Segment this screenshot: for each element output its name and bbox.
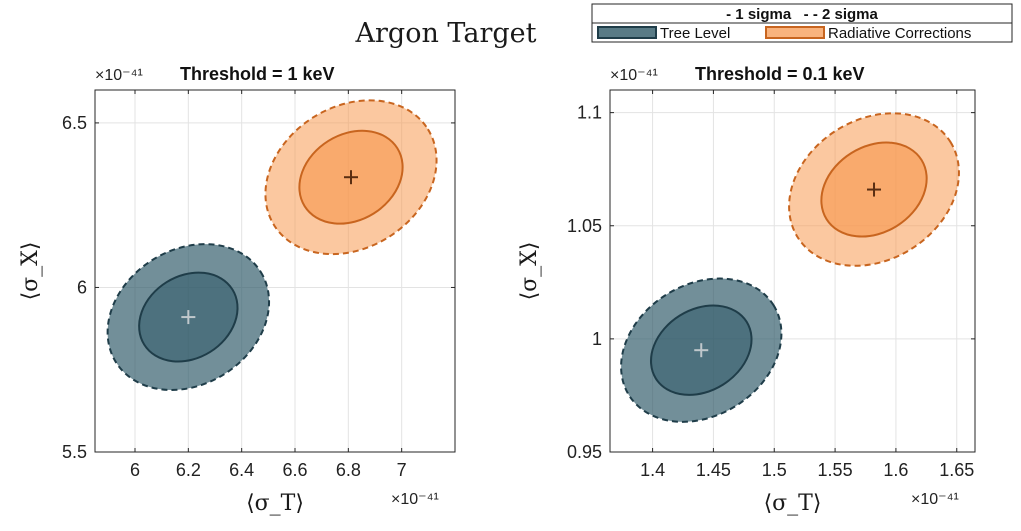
chart-0-title: Threshold = 1 keV — [180, 64, 335, 84]
chart-0-y-exponent: ×10⁻⁴¹ — [95, 67, 143, 84]
chart-1-axes-box — [609, 89, 976, 453]
chart-1-x-exponent: ×10⁻⁴¹ — [911, 491, 959, 508]
chart-0-axes-box — [94, 89, 456, 453]
figure-title: Argon Target — [355, 18, 537, 49]
chart-0-data-layer — [106, 99, 438, 391]
chart-0-x-exponent: ×10⁻⁴¹ — [391, 491, 439, 508]
chart-0-xtick-label-1: 6.2 — [176, 460, 201, 480]
chart-0-ytick-label-2: 6.5 — [62, 113, 87, 133]
chart-1-xtick-label-2: 1.5 — [762, 460, 787, 480]
chart-1-xlabel: ⟨σ_T⟩ — [764, 491, 822, 516]
panel-threshold-1kev: 6 6.2 6.4 6.6 6.8 7 5.5 6 6.5 ×10⁻⁴¹ Threshold = 1… — [18, 64, 456, 516]
chart-1-xtick-label-0: 1.4 — [640, 460, 665, 480]
chart-1-ytick-label-2: 1.05 — [567, 216, 602, 236]
chart-0-ytick-label-0: 5.5 — [62, 442, 87, 462]
chart-0-xtick-label-0: 6 — [130, 460, 140, 480]
chart-1-xtick-label-3: 1.55 — [818, 460, 853, 480]
legend-label-tree: Tree Level — [660, 25, 730, 42]
chart-1-xtick-label-4: 1.6 — [883, 460, 908, 480]
chart-1-ytick-label-0: 0.95 — [567, 442, 602, 462]
legend-swatch-rad — [765, 26, 825, 39]
chart-0-xtick-label-4: 6.8 — [336, 460, 361, 480]
chart-0-ytick-label-1: 6 — [77, 277, 87, 297]
panel-threshold-0-1kev: 1.4 1.45 1.5 1.55 1.6 1.65 0.95 1 1.05 1.1 ×10⁻⁴¹ T… — [517, 64, 976, 516]
chart-0-xtick-label-3: 6.6 — [282, 460, 307, 480]
legend-header: - 1 sigma - - 2 sigma — [726, 6, 878, 23]
chart-0-xtick-label-5: 7 — [397, 460, 407, 480]
chart-0-xtick-label-2: 6.4 — [229, 460, 254, 480]
chart-1-data-layer — [620, 112, 960, 423]
chart-1-xtick-label-1: 1.45 — [696, 460, 731, 480]
legend-swatch-tree — [597, 26, 657, 39]
chart-0-xlabel: ⟨σ_T⟩ — [246, 491, 304, 516]
legend: - 1 sigma - - 2 sigma Tree Level Radiati… — [591, 3, 1013, 43]
chart-1-xtick-label-5: 1.65 — [939, 460, 974, 480]
chart-1-ytick-label-1: 1 — [592, 329, 602, 349]
chart-1-y-exponent: ×10⁻⁴¹ — [610, 67, 658, 84]
chart-0-ylabel: ⟨σ_X⟩ — [18, 242, 43, 301]
chart-1-ylabel: ⟨σ_X⟩ — [517, 242, 542, 301]
chart-1-ytick-label-3: 1.1 — [577, 103, 602, 123]
chart-1-title: Threshold = 0.1 keV — [695, 64, 865, 84]
legend-label-rad: Radiative Corrections — [828, 25, 971, 42]
